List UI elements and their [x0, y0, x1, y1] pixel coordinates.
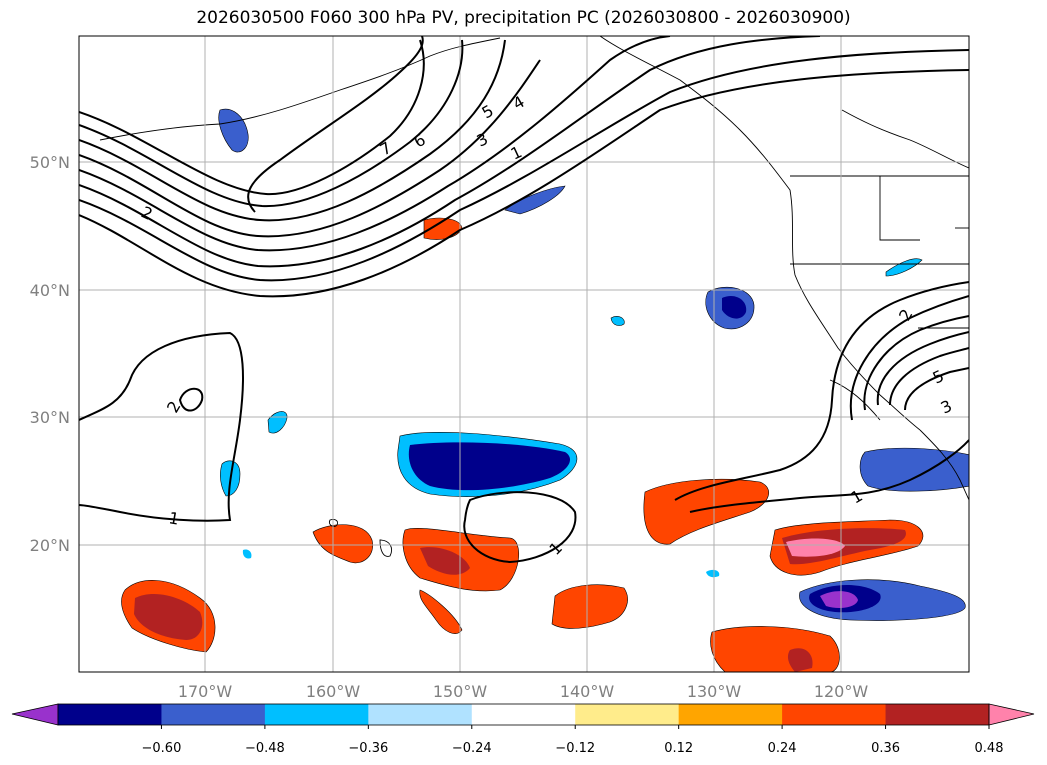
colorbar-cell [575, 704, 680, 725]
lon-tick-label: 170°W [178, 682, 233, 701]
precip-positive-areas [121, 217, 924, 672]
colorbar-cell [678, 704, 783, 725]
colorbar-cell [782, 704, 887, 725]
colorbar-tick-label: 0.24 [768, 741, 797, 756]
colorbar-cell [161, 704, 266, 725]
lat-tick-label: 40°N [30, 281, 70, 300]
colorbar-cell [885, 704, 990, 725]
colorbar-tick-label: −0.36 [348, 741, 388, 756]
lon-tick-label: 130°W [687, 682, 742, 701]
lon-tick-label: 120°W [814, 682, 869, 701]
colorbar-tick-label: 0.48 [975, 741, 1004, 756]
lon-tick-label: 140°W [560, 682, 615, 701]
coastlines [99, 36, 969, 557]
colorbar-tick-label: −0.48 [245, 741, 285, 756]
lon-tick-label: 150°W [433, 682, 488, 701]
lon-tick-label: 160°W [306, 682, 361, 701]
colorbar-tick-label: −0.24 [452, 741, 492, 756]
colorbar-extend-low [11, 703, 59, 726]
contour-label: 1 [167, 508, 180, 528]
colorbar-cell [368, 704, 473, 725]
colorbar-cell [471, 704, 576, 725]
lat-tick-label: 20°N [30, 536, 70, 555]
lat-tick-label: 50°N [30, 153, 70, 172]
colorbar-cell [264, 704, 369, 725]
colorbar: −0.60 −0.48 −0.36 −0.24 −0.12 0.12 0.24 0.36 0.4… [11, 703, 1035, 756]
colorbar-cell [58, 704, 162, 725]
colorbar-tick-label: −0.60 [142, 741, 182, 756]
latitude-labels: 50°N 40°N 30°N 20°N [30, 153, 70, 555]
lat-tick-label: 30°N [30, 408, 70, 427]
colorbar-tick-label: 0.36 [871, 741, 900, 756]
pv-contours [79, 36, 969, 564]
map-area [79, 36, 969, 672]
colorbar-tick-label: −0.12 [555, 741, 595, 756]
map-frame [78, 35, 970, 673]
longitude-labels: 170°W 160°W 150°W 140°W 130°W 120°W [178, 682, 869, 701]
colorbar-tick-label: 0.12 [664, 741, 693, 756]
map-title: 2026030500 F060 300 hPa PV, precipitatio… [196, 8, 851, 28]
graticule [79, 36, 969, 672]
colorbar-extend-high [988, 703, 1035, 726]
